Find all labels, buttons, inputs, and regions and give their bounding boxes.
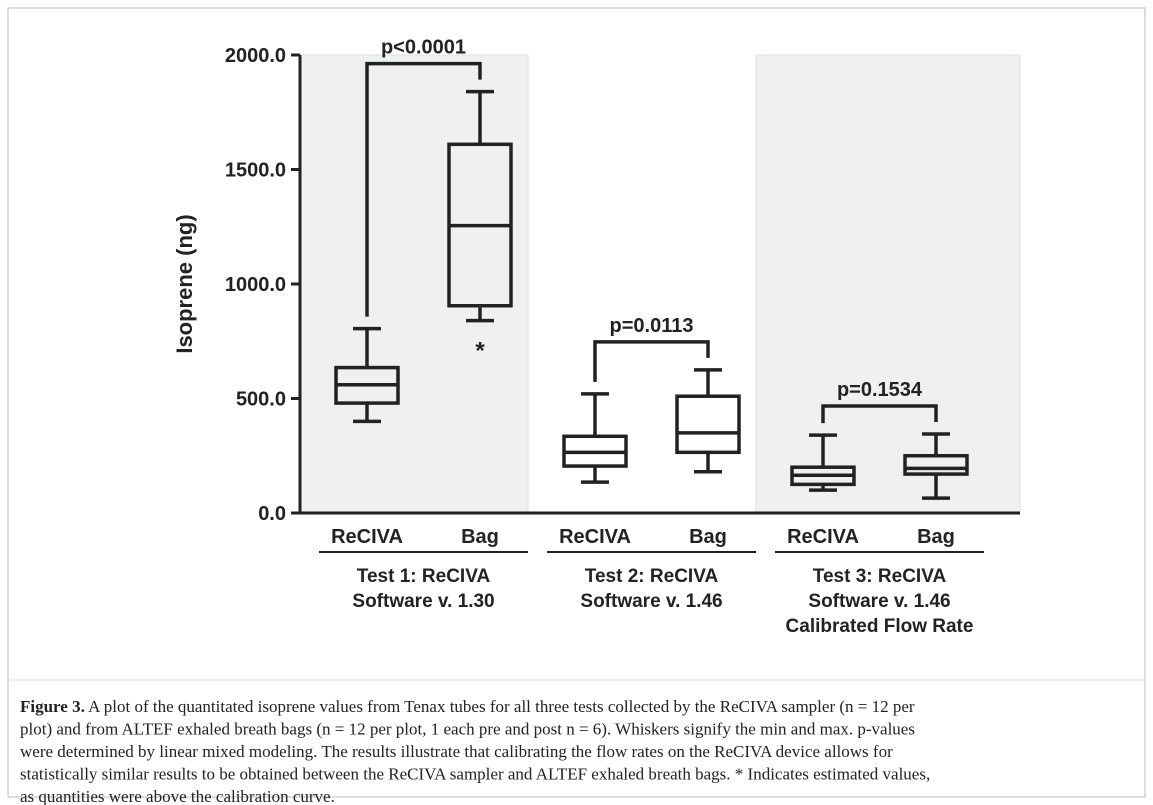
caption-line: plot) and from ALTEF exhaled breath bags… xyxy=(20,720,915,739)
group-label: Software v. 1.46 xyxy=(580,591,722,612)
caption-text: were determined by linear mixed modeling… xyxy=(20,742,893,761)
x-tick-label: ReCIVA xyxy=(787,526,859,548)
x-tick-label: ReCIVA xyxy=(559,526,631,548)
y-tick-label: 2000.0 xyxy=(225,45,286,67)
caption-line: statistically similar results to be obta… xyxy=(20,765,930,784)
y-tick-label: 500.0 xyxy=(236,389,286,411)
caption-text: plot) and from ALTEF exhaled breath bags… xyxy=(20,720,915,739)
p-bracket xyxy=(365,61,482,317)
caption-text: as quantities were above the calibration… xyxy=(20,787,335,805)
x-tick-label: Bag xyxy=(917,526,955,548)
p-bracket xyxy=(821,404,938,424)
caption-line: were determined by linear mixed modeling… xyxy=(20,742,893,761)
x-tick-label: ReCIVA xyxy=(331,526,403,548)
caption-text: statistically similar results to be obta… xyxy=(20,765,930,784)
caption-line: Figure 3. A plot of the quantitated isop… xyxy=(20,697,915,716)
group-label: Calibrated Flow Rate xyxy=(786,616,974,637)
group-label: Test 1: ReCIVA xyxy=(357,566,491,587)
y-axis-title: Isoprene (ng) xyxy=(172,214,197,353)
group-shade xyxy=(299,54,529,514)
group-label: Test 2: ReCIVA xyxy=(585,566,719,587)
y-tick-label: 1500.0 xyxy=(225,160,286,182)
x-tick-label: Bag xyxy=(689,526,727,548)
y-tick-label: 1000.0 xyxy=(225,274,286,296)
p-bracket xyxy=(593,340,710,382)
p-value: p<0.0001 xyxy=(381,37,466,59)
caption-line: as quantities were above the calibration… xyxy=(20,787,335,805)
group-label: Software v. 1.30 xyxy=(352,591,494,612)
box-note: * xyxy=(475,338,485,365)
box xyxy=(675,394,741,455)
box xyxy=(903,454,969,476)
x-tick-label: Bag xyxy=(461,526,499,548)
figure-border xyxy=(7,7,1146,798)
y-tick-label: 0.0 xyxy=(258,503,286,525)
caption-label: Figure 3. xyxy=(20,697,85,716)
group-label: Test 3: ReCIVA xyxy=(813,566,947,587)
p-value: p=0.0113 xyxy=(610,315,694,337)
p-value: p=0.1534 xyxy=(837,379,923,401)
group-shade xyxy=(755,54,1021,514)
group-label: Software v. 1.46 xyxy=(808,591,950,612)
caption-text: A plot of the quantitated isoprene value… xyxy=(85,697,915,716)
